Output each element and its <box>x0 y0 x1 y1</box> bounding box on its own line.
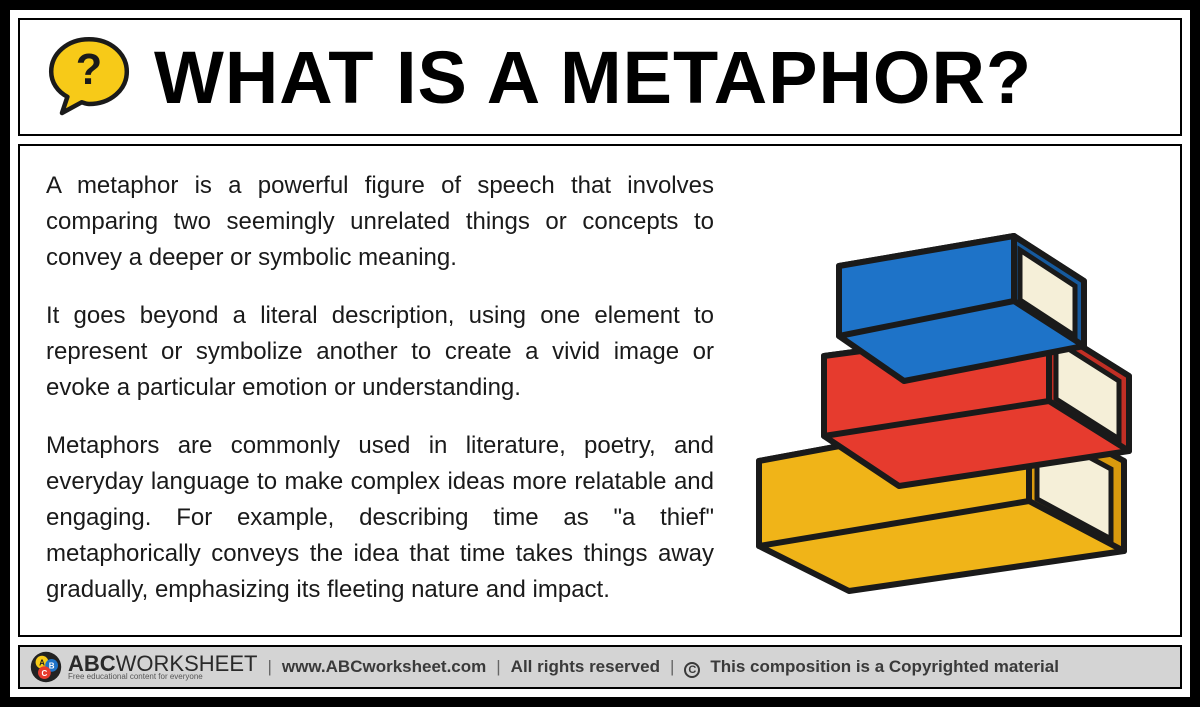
books-stack-icon <box>729 181 1149 601</box>
copyright-icon: C <box>684 656 700 678</box>
content-box: A metaphor is a powerful figure of speec… <box>18 144 1182 637</box>
separator: | <box>496 657 500 677</box>
brand-text: ABCWORKSHEET Free educational content fo… <box>68 653 257 681</box>
paragraph: Metaphors are commonly used in literatur… <box>46 428 714 608</box>
footer-bar: A B C ABCWORKSHEET Free educational cont… <box>18 645 1182 689</box>
page-title: WHAT IS A METAPHOR? <box>154 35 1032 120</box>
footer-url: www.ABCworksheet.com <box>282 657 486 677</box>
paragraph: It goes beyond a literal description, us… <box>46 298 714 406</box>
header-box: ? WHAT IS A METAPHOR? <box>18 18 1182 136</box>
text-column: A metaphor is a powerful figure of speec… <box>46 168 714 613</box>
brand-tagline: Free educational content for everyone <box>68 673 257 681</box>
svg-text:A: A <box>39 658 45 667</box>
separator: | <box>670 657 674 677</box>
footer-logo: A B C ABCWORKSHEET Free educational cont… <box>30 651 257 683</box>
svg-text:C: C <box>42 669 48 678</box>
separator: | <box>267 657 271 677</box>
footer-rights: All rights reserved <box>511 657 660 677</box>
footer-copyright: This composition is a Copyrighted materi… <box>710 657 1059 677</box>
abc-logo-icon: A B C <box>30 651 62 683</box>
question-bubble-icon: ? <box>44 32 134 122</box>
paragraph: A metaphor is a powerful figure of speec… <box>46 168 714 276</box>
illustration-column <box>724 168 1154 613</box>
svg-text:B: B <box>49 662 55 671</box>
svg-text:?: ? <box>76 46 102 94</box>
worksheet-frame: ? WHAT IS A METAPHOR? A metaphor is a po… <box>0 0 1200 707</box>
